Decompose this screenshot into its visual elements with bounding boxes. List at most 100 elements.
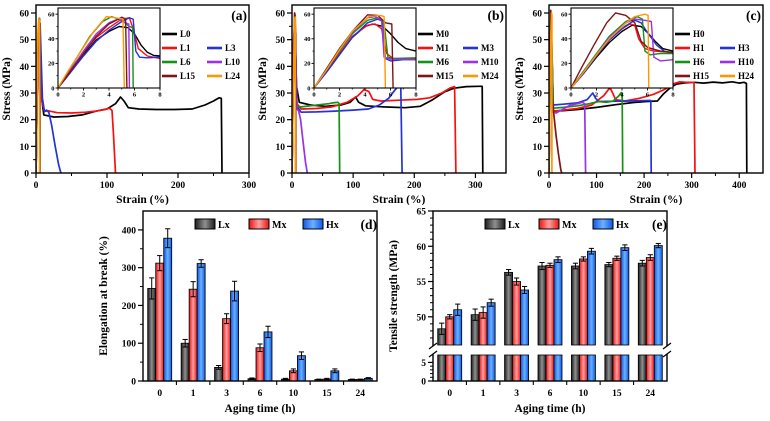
bottom-row: 0 1 3 6 10 15 24 Aging time (h) Elongation at br… — [0, 205, 770, 421]
legend-label: M1 — [436, 43, 449, 53]
tick-label: 20 — [20, 116, 30, 126]
d-bar-Hx-3 — [230, 290, 239, 382]
e-bar-Mx-10-upper — [579, 258, 588, 346]
d-bar-Mx-1 — [188, 288, 198, 382]
d-bar-Lx-1 — [180, 342, 190, 382]
tick-label: 5 — [421, 359, 426, 369]
tick-label: 20 — [561, 61, 568, 68]
legend-item-H3: H3 — [720, 43, 750, 53]
tick-label: 60 — [48, 11, 55, 18]
e-bar-Mx-6-lower — [545, 354, 555, 382]
tick-label: 60 — [561, 11, 568, 18]
plot-box — [291, 4, 507, 174]
legend-label: Lx — [508, 220, 520, 231]
tick-label: 4 — [620, 92, 624, 99]
category-label: 6 — [548, 389, 553, 399]
tick-label: 6 — [646, 92, 650, 99]
series-group — [549, 9, 748, 173]
category-label: 0 — [447, 389, 452, 399]
e-bar-Lx-1-lower — [470, 354, 480, 382]
e-bar-Mx-15-upper — [612, 257, 622, 346]
legend-item-H15: H15 — [675, 71, 710, 81]
b-inset-curve-M24 — [314, 14, 387, 88]
legend-item-M6: M6 — [418, 57, 449, 67]
tick-label: 40 — [533, 63, 543, 73]
x-axis-label: Aging time (h) — [515, 403, 586, 415]
legend: Lx Mx Hx — [484, 218, 629, 231]
legend-item-L15: L15 — [162, 71, 196, 81]
plot-box — [142, 210, 378, 382]
x-axis: 0 100 200 300 — [290, 173, 483, 191]
c-inset-curve-H15 — [571, 12, 673, 88]
category-label: 15 — [322, 389, 332, 399]
e-bar-Lx-15-lower — [604, 354, 614, 382]
e-bar-Hx-3-upper — [520, 289, 529, 346]
legend-item-Lx: Lx — [194, 218, 230, 231]
tick-label: 0 — [24, 170, 29, 180]
legend-item-H0: H0 — [675, 29, 705, 39]
legend: H0 H1 H3 H6 H10 H15 H24 — [675, 29, 755, 81]
tick-label: 100 — [346, 181, 361, 191]
panel-e: 0 1 3 6 10 15 24 Aging time (h) Tensile strength… — [388, 208, 672, 415]
legend-label: M24 — [481, 71, 499, 81]
legend-item-Mx: Mx — [248, 218, 286, 231]
e-bar-Hx-24-lower — [653, 354, 663, 382]
legend-item-H24: H24 — [720, 71, 755, 81]
tick-label: 0 — [56, 92, 59, 99]
legend-swatch — [248, 218, 270, 230]
e-bar-Lx-15-upper — [604, 264, 614, 346]
x-axis: 0 1 3 6 10 15 24 — [447, 381, 655, 399]
axis-break-band — [428, 346, 672, 354]
tick-label: 20 — [48, 61, 55, 68]
e-bar-Hx-10-lower — [587, 354, 596, 382]
d-bar-Hx-1 — [196, 263, 206, 382]
e-bar-Mx-24-upper — [645, 257, 655, 346]
tick-label: 60 — [417, 243, 427, 253]
tick-label: 20 — [276, 116, 286, 126]
series-group — [36, 17, 223, 173]
e-bar-Lx-10-lower — [571, 354, 580, 382]
panel-label: (e) — [652, 217, 667, 232]
e-bar-Hx-6-lower — [553, 354, 563, 382]
panel-d: 0 1 3 6 10 15 24 Aging time (h) Elongation at br… — [98, 210, 378, 415]
category-label: 3 — [224, 389, 229, 399]
c-curve-H1 — [549, 33, 696, 173]
x-axis-label: Strain (%) — [116, 194, 169, 205]
legend-label: L24 — [225, 71, 241, 81]
inset-chart: 0 2 4 6 8 0 20 40 60 — [561, 7, 675, 99]
legend: M0 M1 M3 M6 M10 M15 M24 — [418, 29, 499, 81]
tick-label: 100 — [589, 181, 604, 191]
tick-label: 50 — [276, 36, 286, 46]
y-axis-label: Tensile strength (MPa) — [388, 240, 400, 352]
x-axis-label: Strain (%) — [373, 194, 426, 205]
tick-label: 0 — [312, 92, 315, 99]
d-bar-Mx-6 — [255, 347, 265, 382]
legend-label: H24 — [738, 71, 755, 81]
c-inset-curve-H24 — [571, 13, 650, 88]
x-axis-label: Strain (%) — [630, 194, 683, 205]
tick-label: 0 — [421, 378, 426, 388]
legend-label: M15 — [436, 71, 454, 81]
a-inset-curve-L24 — [58, 15, 125, 88]
e-bar-Lx-6-lower — [537, 354, 547, 382]
legend-label: L15 — [180, 71, 196, 81]
legend-swatch — [194, 218, 216, 230]
legend-item-L24: L24 — [207, 71, 241, 81]
e-bar-Lx-6-upper — [537, 265, 547, 346]
tick-label: 50 — [533, 36, 543, 46]
legend-item-L3: L3 — [207, 43, 236, 53]
panel-e-tensile-bar-chart: 0 1 3 6 10 15 24 Aging time (h) Tensile strength… — [388, 208, 672, 415]
tick-label: 2 — [595, 92, 598, 99]
tick-label: 300 — [468, 181, 483, 191]
tick-label: 50 — [417, 313, 427, 323]
legend-item-L6: L6 — [162, 57, 191, 67]
category-label: 1 — [481, 389, 486, 399]
tick-label: 60 — [276, 10, 286, 20]
e-bar-Lx-24-upper — [637, 262, 647, 346]
a-curve-L24 — [36, 17, 41, 173]
legend-label: L10 — [225, 57, 241, 67]
legend-item-M1: M1 — [418, 43, 449, 53]
tick-label: 55 — [417, 278, 427, 288]
